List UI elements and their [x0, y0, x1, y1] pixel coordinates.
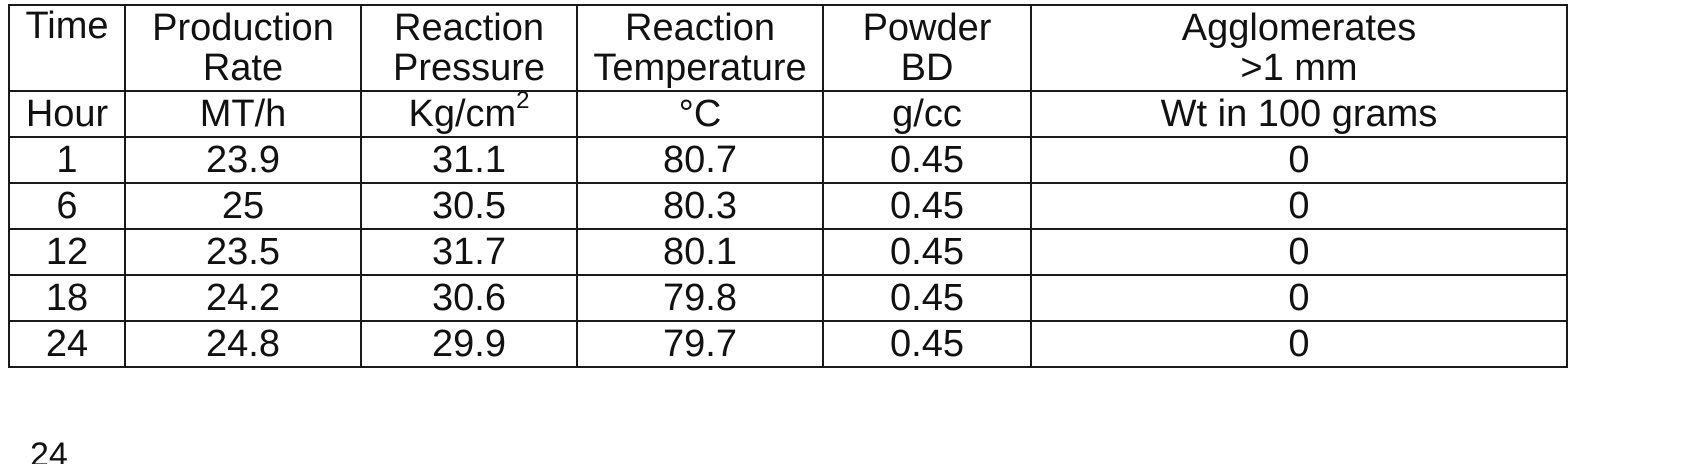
data-table: Time Production Rate Reaction Pressure R… [8, 4, 1568, 368]
header-temperature-line2: Temperature [593, 47, 807, 89]
header-cell-time: Time [8, 4, 126, 91]
header-agglomerates-line2: >1 mm [1240, 47, 1358, 89]
cell-reaction-temperature: 79.7 [576, 320, 824, 368]
cell-agglomerates: 0 [1030, 274, 1568, 322]
cell-production-rate: 25 [124, 182, 362, 230]
table-row: 24 24.8 29.9 79.7 0.45 0 [8, 320, 1568, 368]
unit-pressure-exponent: 2 [516, 91, 530, 115]
cell-reaction-pressure: 31.7 [360, 228, 578, 276]
header-powder-line2: BD [900, 47, 954, 89]
unit-cell-reaction-pressure: Kg/cm2 [360, 90, 578, 138]
header-pressure-line1: Reaction [394, 7, 544, 49]
cell-reaction-temperature: 80.7 [576, 136, 824, 184]
cell-time: 1 [8, 136, 126, 184]
cell-reaction-temperature: 79.8 [576, 274, 824, 322]
unit-pressure-base: Kg/cm [408, 93, 517, 135]
cell-production-rate: 23.5 [124, 228, 362, 276]
header-time-label: Time [25, 5, 109, 47]
table-row: 6 25 30.5 80.3 0.45 0 [8, 182, 1568, 230]
header-temperature-line1: Reaction [625, 7, 775, 49]
header-cell-reaction-pressure: Reaction Pressure [360, 4, 578, 91]
header-cell-agglomerates: Agglomerates >1 mm [1030, 4, 1568, 91]
cell-reaction-pressure: 30.5 [360, 182, 578, 230]
cell-reaction-pressure: 31.1 [360, 136, 578, 184]
cell-production-rate: 24.8 [124, 320, 362, 368]
cell-agglomerates: 0 [1030, 182, 1568, 230]
header-cell-powder-bd: Powder BD [822, 4, 1032, 91]
cell-production-rate: 24.2 [124, 274, 362, 322]
header-row: Time Production Rate Reaction Pressure R… [8, 4, 1568, 91]
header-cell-reaction-temperature: Reaction Temperature [576, 4, 824, 91]
table-row: 1 23.9 31.1 80.7 0.45 0 [8, 136, 1568, 184]
cell-powder-bd: 0.45 [822, 274, 1032, 322]
unit-cell-reaction-temperature: °C [576, 90, 824, 138]
cell-production-rate: 23.9 [124, 136, 362, 184]
cell-reaction-pressure: 29.9 [360, 320, 578, 368]
unit-cell-agglomerates: Wt in 100 grams [1030, 90, 1568, 138]
cell-reaction-temperature: 80.1 [576, 228, 824, 276]
cell-agglomerates: 0 [1030, 320, 1568, 368]
cell-powder-bd: 0.45 [822, 182, 1032, 230]
table-row: 18 24.2 30.6 79.8 0.45 0 [8, 274, 1568, 322]
table-row: 12 23.5 31.7 80.1 0.45 0 [8, 228, 1568, 276]
cell-powder-bd: 0.45 [822, 320, 1032, 368]
units-row: Hour MT/h Kg/cm2 °C g/cc Wt in 100 grams [8, 90, 1568, 138]
header-agglomerates-line1: Agglomerates [1181, 7, 1417, 49]
page-number-fragment: 24 [30, 438, 68, 464]
cell-time: 12 [8, 228, 126, 276]
cell-time: 18 [8, 274, 126, 322]
header-pressure-line2: Pressure [392, 47, 546, 89]
unit-cell-time: Hour [8, 90, 126, 138]
cell-agglomerates: 0 [1030, 228, 1568, 276]
header-cell-production-rate: Production Rate [124, 4, 362, 91]
cell-powder-bd: 0.45 [822, 136, 1032, 184]
cell-agglomerates: 0 [1030, 136, 1568, 184]
cell-powder-bd: 0.45 [822, 228, 1032, 276]
header-production-line2: Rate [202, 47, 284, 89]
cell-time: 6 [8, 182, 126, 230]
header-powder-line1: Powder [862, 7, 992, 49]
header-production-line1: Production [152, 7, 334, 49]
unit-cell-powder-bd: g/cc [822, 90, 1032, 138]
cell-time: 24 [8, 320, 126, 368]
cell-reaction-pressure: 30.6 [360, 274, 578, 322]
unit-cell-production-rate: MT/h [124, 90, 362, 138]
cell-reaction-temperature: 80.3 [576, 182, 824, 230]
